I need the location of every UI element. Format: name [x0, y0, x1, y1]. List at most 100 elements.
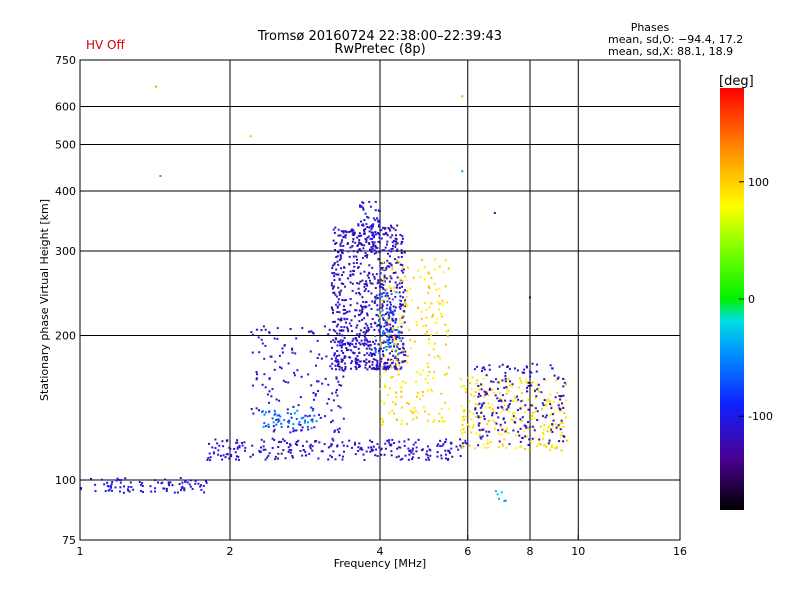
data-point: [395, 286, 398, 289]
data-point: [501, 401, 504, 404]
data-point: [361, 256, 364, 259]
data-point: [168, 484, 171, 487]
data-point: [342, 312, 345, 315]
data-point: [353, 345, 356, 348]
data-point: [510, 418, 513, 421]
data-point: [371, 282, 374, 285]
data-point: [440, 392, 443, 395]
data-point: [404, 289, 407, 292]
data-point: [355, 362, 357, 364]
data-point: [398, 347, 401, 350]
data-point: [206, 458, 209, 461]
data-point: [383, 278, 385, 281]
data-point: [427, 374, 430, 377]
data-point: [444, 440, 447, 443]
data-point: [348, 322, 351, 325]
data-point: [388, 352, 391, 355]
data-point: [388, 439, 391, 442]
data-point: [411, 456, 414, 459]
data-point: [537, 386, 540, 389]
data-point: [119, 481, 122, 484]
data-point: [370, 228, 373, 231]
data-point: [340, 267, 343, 270]
data-point: [141, 482, 144, 485]
data-point: [127, 489, 130, 492]
data-point: [563, 378, 566, 380]
data-point: [399, 367, 402, 370]
data-point: [356, 258, 358, 261]
data-point: [370, 352, 373, 355]
data-point: [448, 452, 451, 454]
data-point: [374, 298, 377, 301]
data-point: [528, 370, 531, 373]
data-point: [507, 390, 510, 393]
data-point: [492, 380, 495, 383]
data-point: [222, 454, 225, 457]
data-point: [504, 421, 507, 424]
data-point: [430, 334, 433, 337]
data-point: [341, 368, 344, 371]
data-point: [335, 376, 338, 379]
data-point: [464, 442, 467, 444]
data-point: [380, 342, 383, 345]
data-point: [304, 454, 307, 457]
data-point: [358, 309, 361, 312]
data-point: [558, 425, 561, 428]
data-point: [519, 377, 521, 380]
data-point: [419, 373, 422, 376]
data-point: [444, 285, 447, 288]
data-point: [351, 245, 354, 248]
data-point: [352, 250, 355, 253]
data-point: [260, 329, 263, 332]
data-point: [339, 255, 342, 258]
data-point: [391, 298, 394, 301]
data-point: [497, 416, 500, 419]
data-point: [517, 398, 520, 401]
data-point: [315, 364, 317, 367]
data-point: [250, 408, 253, 410]
data-point: [337, 234, 340, 237]
data-point: [377, 233, 380, 236]
data-point: [346, 445, 349, 448]
data-point: [457, 448, 460, 451]
data-point: [356, 245, 359, 247]
data-point: [364, 252, 367, 254]
data-point: [291, 348, 294, 351]
data-point: [353, 265, 356, 268]
data-point: [440, 407, 443, 410]
data-point: [397, 446, 400, 449]
data-point: [519, 427, 522, 430]
data-point: [426, 445, 429, 448]
data-point: [375, 251, 378, 254]
data-point: [251, 384, 254, 387]
data-point: [278, 399, 281, 402]
data-point: [531, 425, 534, 428]
data-point: [363, 244, 366, 247]
y-tick-label: 100: [55, 474, 76, 487]
data-point: [389, 334, 392, 337]
data-point: [383, 333, 386, 336]
data-point: [398, 364, 401, 367]
data-point: [520, 420, 523, 422]
data-point: [360, 447, 363, 450]
data-point: [499, 399, 502, 402]
data-point: [384, 368, 387, 371]
data-point: [379, 344, 382, 347]
data-point: [497, 387, 499, 390]
data-point: [343, 235, 346, 238]
data-point: [162, 487, 165, 490]
data-point: [104, 490, 107, 493]
data-point: [495, 412, 498, 415]
data-point: [357, 249, 360, 252]
data-point: [337, 263, 340, 266]
data-point: [403, 444, 406, 447]
data-point: [548, 400, 551, 403]
data-point: [356, 282, 359, 285]
data-point: [395, 358, 398, 361]
data-point: [504, 377, 507, 380]
data-point: [551, 431, 554, 433]
phases-box-title: Phases: [631, 21, 670, 34]
data-point: [357, 347, 360, 350]
data-point: [277, 418, 280, 421]
data-point: [272, 425, 275, 428]
